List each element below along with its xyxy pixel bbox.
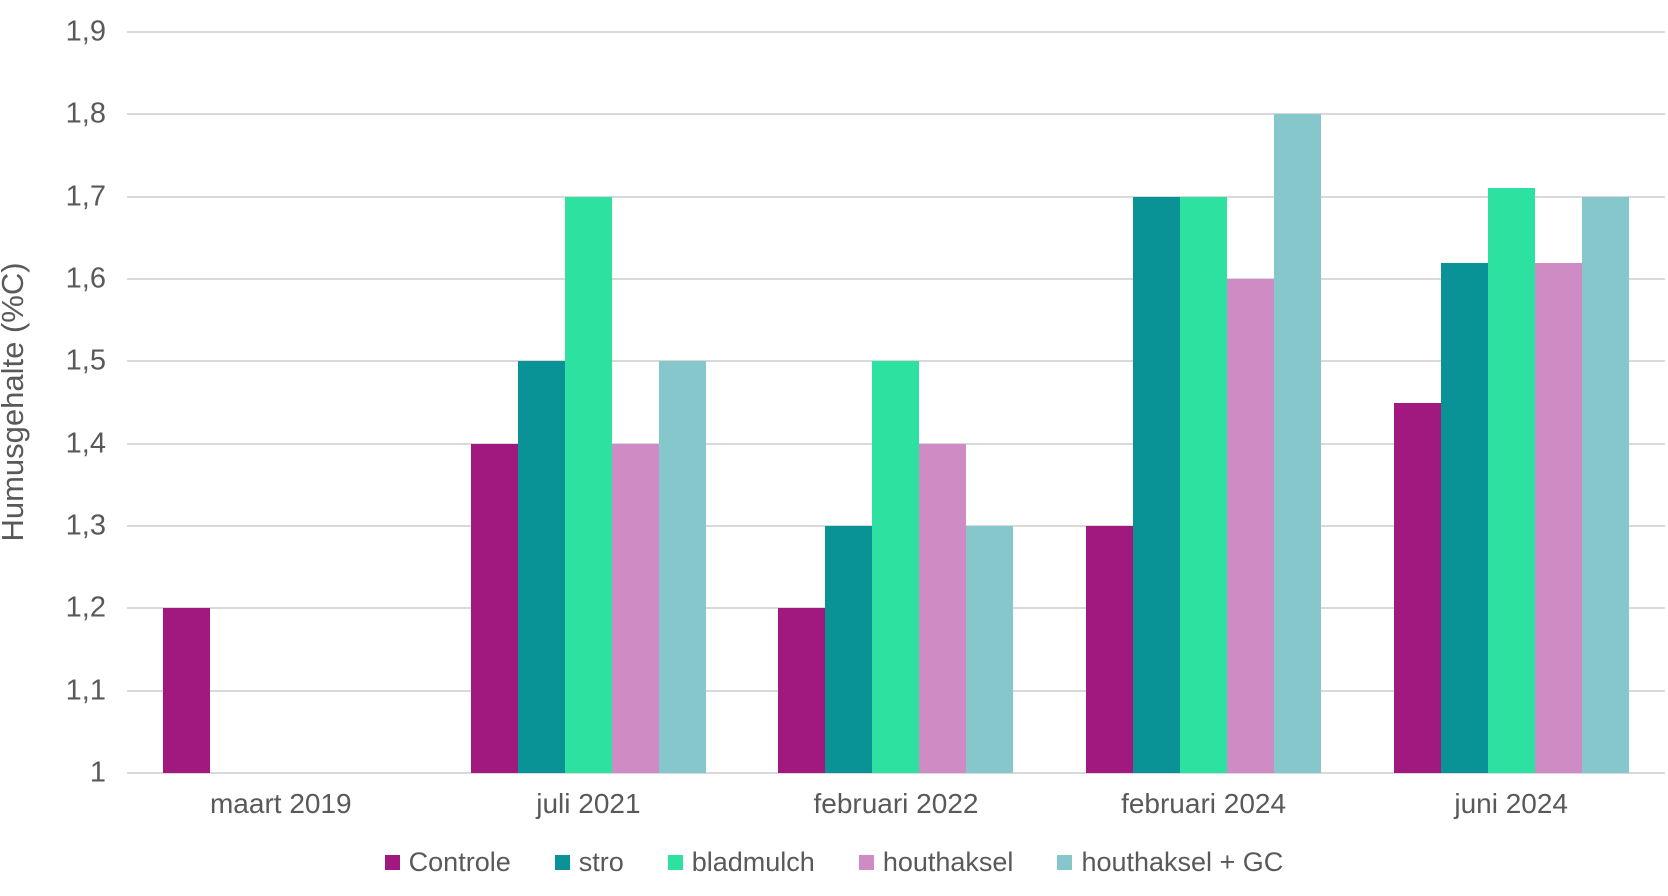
bar-bladmulch-februari-2024 (1180, 196, 1228, 773)
plot-area (127, 31, 1665, 774)
bar-controle-juli-2021 (470, 443, 518, 773)
legend-swatch-houthaksel (858, 855, 874, 870)
bar-houthaksel-februari-2024 (1227, 279, 1275, 773)
legend-swatch-stro (554, 855, 570, 870)
legend-label: stro (578, 847, 624, 877)
y-axis-tick-label: 1,7 (65, 180, 106, 213)
bar-controle-februari-2024 (1086, 526, 1134, 773)
bar-group-februari-2024 (1050, 32, 1358, 773)
legend-label: houthaksel + GC (1081, 847, 1284, 877)
bar-group-maart-2019 (127, 32, 435, 773)
bar-houthaksel-gc-februari-2022 (966, 526, 1014, 773)
bar-houthaksel-gc-juli-2021 (658, 361, 706, 773)
y-axis-tick-label: 1,1 (65, 674, 106, 707)
bar-houthaksel-gc-februari-2024 (1274, 114, 1322, 773)
bar-group-februari-2022 (742, 32, 1050, 773)
bar-houthaksel-juli-2021 (611, 443, 659, 773)
legend-swatch-bladmulch (667, 855, 683, 870)
x-axis-category-labels: maart 2019 juli 2021 februari 2022 februari… (127, 788, 1665, 820)
x-axis-category-label: juni 2024 (1454, 788, 1568, 819)
bar-controle-februari-2022 (778, 608, 826, 773)
x-axis-category-label: maart 2019 (209, 788, 352, 819)
legend-item-stro: stro (554, 847, 624, 878)
x-axis-category-label: juli 2021 (536, 788, 641, 819)
x-axis-category-label: februari 2022 (813, 788, 979, 819)
gridline (127, 31, 1665, 33)
gridline (127, 360, 1665, 363)
legend-swatch-houthaksel-gc (1057, 855, 1073, 870)
bar-bladmulch-juni-2024 (1487, 188, 1535, 773)
y-axis-tick-label: 1,8 (65, 97, 106, 130)
y-axis-tick-label: 1,9 (65, 15, 106, 48)
bar-group-juli-2021 (435, 32, 743, 773)
y-axis-tick-labels: 1,9 1,8 1,7 1,6 1,5 1,4 1,3 1,2 1,1 1 (0, 16, 106, 789)
bar-stro-juli-2021 (517, 361, 565, 773)
bar-controle-maart-2019 (163, 608, 211, 773)
bar-bladmulch-juli-2021 (564, 196, 612, 773)
legend-label: houthaksel (882, 847, 1014, 877)
y-axis-tick-label: 1,5 (65, 344, 106, 377)
legend-item-controle: Controle (384, 847, 511, 878)
legend-item-houthaksel: houthaksel (858, 847, 1014, 878)
bars-layer (127, 32, 1665, 773)
legend-label: bladmulch (691, 847, 815, 877)
gridline (127, 113, 1665, 116)
y-axis-tick-label: 1,3 (65, 509, 106, 542)
legend-label: Controle (408, 847, 511, 877)
legend: Controle stro bladmulch houthaksel houthakse… (0, 847, 1668, 878)
y-axis-tick-label: 1,4 (65, 427, 106, 460)
bar-group-juni-2024 (1357, 32, 1665, 773)
bar-stro-juni-2024 (1440, 262, 1488, 773)
legend-swatch-controle (384, 855, 400, 870)
bar-controle-juni-2024 (1393, 402, 1441, 773)
y-axis-tick-label: 1 (89, 756, 106, 789)
bar-bladmulch-februari-2022 (872, 361, 920, 773)
x-axis-category-label: februari 2024 (1121, 788, 1287, 819)
legend-item-houthaksel-gc: houthaksel + GC (1057, 847, 1283, 878)
bar-houthaksel-gc-juni-2024 (1581, 196, 1629, 773)
bar-stro-februari-2022 (825, 526, 873, 773)
y-axis-tick-label: 1,2 (65, 591, 106, 624)
legend-item-bladmulch: bladmulch (667, 847, 815, 878)
bar-stro-februari-2024 (1133, 196, 1181, 773)
x-axis-line (127, 772, 1665, 774)
bar-houthaksel-februari-2022 (919, 443, 967, 773)
y-axis-tick-label: 1,6 (65, 262, 106, 295)
gridline (127, 278, 1665, 280)
gridline (127, 195, 1665, 198)
bar-houthaksel-juni-2024 (1534, 262, 1582, 773)
